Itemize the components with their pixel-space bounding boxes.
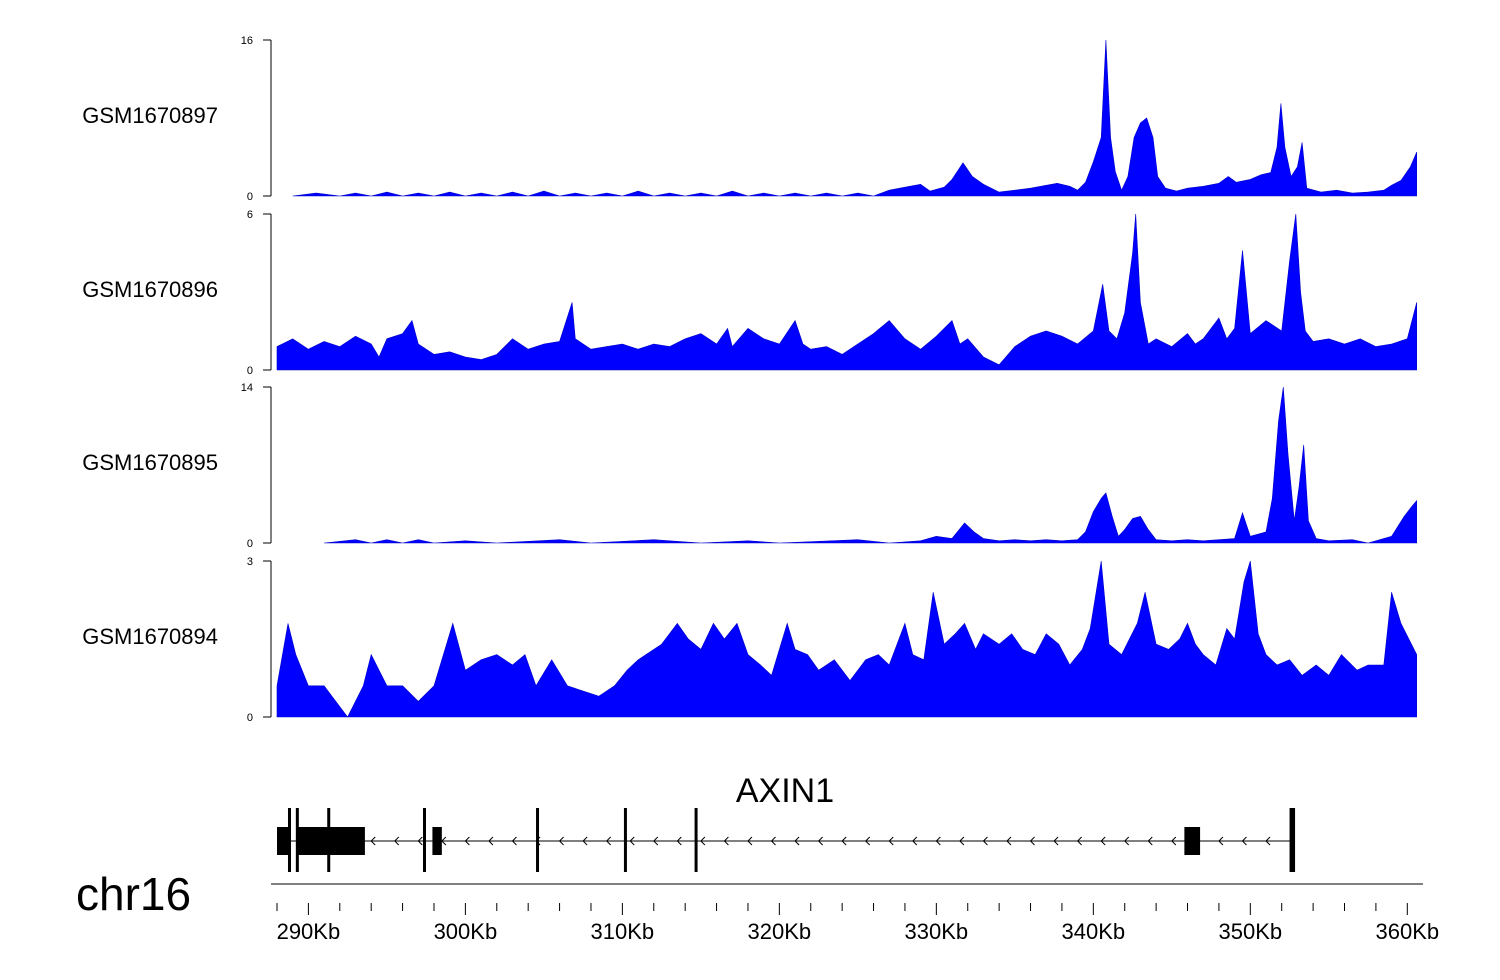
strand-arrow	[700, 836, 706, 846]
strand-arrow	[370, 836, 376, 846]
strand-arrow	[1006, 836, 1012, 846]
track-label: GSM1670897	[82, 103, 218, 128]
strand-arrow	[1100, 836, 1106, 846]
exon-mark	[327, 808, 331, 872]
exon-block	[1184, 827, 1201, 855]
strand-arrow	[1124, 836, 1130, 846]
gene-name: AXIN1	[736, 772, 834, 810]
strand-arrow	[770, 836, 776, 846]
genome-axis: chr16 290Kb 300Kb 310Kb 320Kb 330Kb 340Kb 350K…	[76, 868, 1439, 944]
strand-arrow	[441, 836, 447, 846]
y-tick-label: 6	[247, 209, 253, 221]
exon-mark	[536, 808, 540, 872]
strand-arrow	[959, 836, 965, 846]
strand-arrow	[794, 836, 800, 846]
y-tick-label: 3	[247, 556, 253, 568]
strand-arrow	[912, 836, 918, 846]
strand-arrow	[841, 836, 847, 846]
strand-arrow	[1218, 836, 1224, 846]
track-label: GSM1670894	[82, 624, 218, 649]
strand-arrow	[629, 836, 635, 846]
exon-mark	[422, 808, 426, 872]
exon-mark	[295, 808, 299, 872]
strand-arrow	[1053, 836, 1059, 846]
strand-arrow	[488, 836, 494, 846]
x-tick-label: 290Kb	[277, 919, 341, 944]
strand-arrow	[1241, 836, 1247, 846]
y-tick-label: 0	[247, 365, 253, 377]
track-label: GSM1670896	[82, 277, 218, 302]
exon-mark	[1289, 808, 1296, 872]
strand-arrow	[1076, 836, 1082, 846]
strand-arrow	[935, 836, 941, 846]
strand-arrow	[864, 836, 871, 846]
exon-mark	[623, 808, 627, 872]
y-tick-label: 16	[241, 35, 253, 47]
strand-arrow	[676, 836, 682, 846]
strand-arrow	[1171, 836, 1177, 846]
x-tick-label: 360Kb	[1375, 919, 1439, 944]
x-tick-label: 310Kb	[591, 919, 655, 944]
y-tick-label: 14	[241, 382, 253, 394]
strand-arrow	[982, 836, 988, 846]
track-GSM1670894: GSM1670894 3 0	[82, 556, 1417, 724]
track-GSM1670895: GSM1670895 14 0	[82, 382, 1417, 550]
coverage-tracks: GSM1670897160GSM167089660GSM1670895140GS…	[82, 35, 1417, 724]
exon-block	[297, 827, 365, 855]
strand-arrow	[723, 836, 729, 846]
exon-block	[277, 827, 290, 855]
y-tick-label: 0	[247, 191, 253, 203]
strand-arrow	[558, 836, 564, 846]
x-tick-label: 350Kb	[1219, 919, 1283, 944]
strand-arrow	[888, 836, 894, 846]
x-tick-label: 330Kb	[905, 919, 969, 944]
strand-arrow	[511, 836, 517, 846]
coverage-area	[276, 213, 1417, 371]
chromosome-label: chr16	[76, 868, 191, 920]
strand-arrow	[582, 836, 588, 846]
strand-arrow	[417, 836, 423, 846]
strand-arrow	[1147, 836, 1153, 846]
strand-arrow	[653, 836, 659, 846]
strand-arrow	[817, 836, 823, 846]
track-GSM1670897: GSM1670897 16 0	[82, 35, 1417, 203]
exon-block	[432, 827, 442, 855]
x-tick-label: 320Kb	[748, 919, 812, 944]
coverage-area	[276, 560, 1417, 718]
strand-arrow	[1029, 836, 1035, 846]
strand-arrow	[747, 836, 753, 846]
track-label: GSM1670895	[82, 450, 218, 475]
exon-mark	[694, 808, 698, 872]
exon-mark	[287, 808, 291, 872]
y-tick-label: 0	[247, 538, 253, 550]
coverage-area	[292, 39, 1417, 197]
x-tick-label: 300Kb	[434, 919, 498, 944]
x-tick-label: 340Kb	[1062, 919, 1126, 944]
strand-arrow	[605, 836, 612, 846]
strand-arrow	[1265, 836, 1271, 846]
coverage-area	[324, 386, 1417, 544]
gene-track: AXIN1	[277, 772, 1296, 872]
y-tick-label: 0	[247, 712, 253, 724]
strand-arrow	[464, 836, 470, 846]
strand-arrow	[394, 836, 400, 846]
track-GSM1670896: GSM1670896 6 0	[82, 209, 1417, 377]
